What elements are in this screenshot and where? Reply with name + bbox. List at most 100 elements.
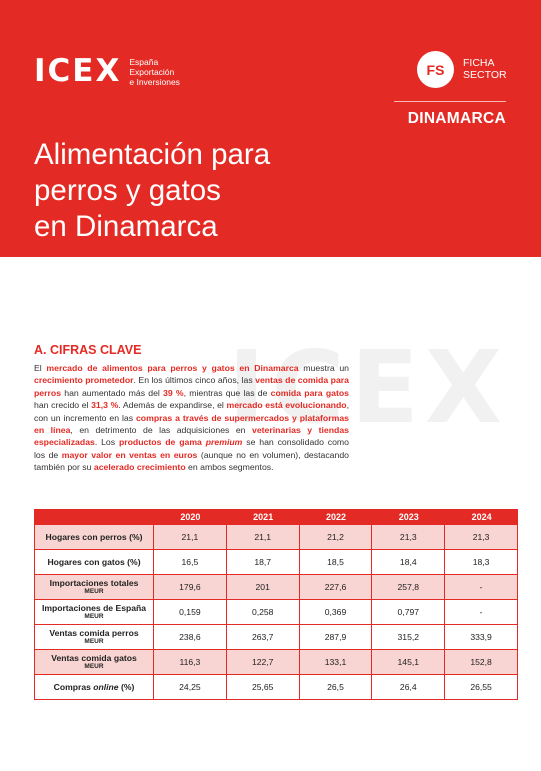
table-cell: 145,1: [372, 650, 446, 675]
table-cell: 25,65: [226, 675, 300, 700]
row-unit: MEUR: [84, 663, 104, 670]
logo-sub-line: e Inversiones: [129, 76, 180, 87]
table-cell: 21,3: [445, 525, 518, 550]
text-highlight: premium: [205, 437, 243, 448]
logo-wordmark: ICEX: [34, 53, 122, 89]
text-run: . Además de expandirse, el: [118, 400, 227, 411]
text-run: , con un incremento en las: [34, 400, 349, 423]
table-cell: 18,3: [445, 550, 518, 575]
year-header: 2020: [154, 509, 227, 525]
table-cell: -: [445, 575, 518, 600]
title-line: Alimentación para: [34, 138, 271, 171]
table-cell: 333,9: [445, 625, 518, 650]
table-cell: 0,258: [226, 600, 300, 625]
table-cell: 263,7: [226, 625, 300, 650]
key-figures-table: 2020 2021 2022 2023 2024 Hogares con per…: [34, 509, 518, 700]
text-run: , mientras que las de: [183, 387, 271, 398]
text-run: , en detrimento de las adquisiciones en: [70, 425, 252, 436]
text-highlight: 39 %: [163, 387, 184, 398]
table-cell: 0,369: [299, 600, 373, 625]
title-line: perros y gatos: [34, 174, 221, 207]
fs-badge-icon: FS: [417, 51, 454, 88]
table-cell: 21,1: [154, 525, 227, 550]
logo-subtitle: España Exportación e Inversiones: [129, 57, 180, 87]
row-label: Importaciones totales MEUR: [34, 575, 154, 600]
logo-sub-line: Exportación: [129, 66, 175, 77]
text-highlight: 31,3 %: [91, 400, 119, 411]
table-cell: 122,7: [226, 650, 300, 675]
table-cell: 0,159: [154, 600, 227, 625]
badge-label-line: FICHA: [463, 57, 495, 69]
table-row: Importaciones totales MEUR 179,6 201 227…: [34, 575, 518, 600]
title-line: en Dinamarca: [34, 210, 218, 243]
row-label-text: Ventas comida gatos: [51, 653, 137, 663]
table-row: Importaciones de España MEUR 0,159 0,258…: [34, 600, 518, 625]
row-unit: MEUR: [84, 638, 104, 645]
table-row: Hogares con perros (%) 21,1 21,1 21,2 21…: [34, 525, 518, 550]
table-cell: 179,6: [154, 575, 227, 600]
table-row: Ventas comida gatos MEUR 116,3 122,7 133…: [34, 650, 518, 675]
year-header: 2023: [372, 509, 446, 525]
table-cell: 26,5: [299, 675, 373, 700]
table-cell: -: [445, 600, 518, 625]
ficha-sector-label: FICHA SECTOR: [463, 57, 507, 81]
row-label: Hogares con perros (%): [34, 525, 154, 550]
text-highlight: ventas de comida para perros: [34, 375, 349, 398]
section-title: A. CIFRAS CLAVE: [34, 343, 142, 357]
row-label-text: (%): [118, 682, 135, 692]
table-row: Hogares con gatos (%) 16,5 18,7 18,5 18,…: [34, 550, 518, 575]
row-label-text: Importaciones totales: [49, 578, 139, 588]
table-cell: 315,2: [372, 625, 446, 650]
table-cell: 0,797: [372, 600, 446, 625]
table-cell: 18,4: [372, 550, 446, 575]
text-run: . En los últimos cinco años, las: [133, 375, 256, 386]
icex-watermark: ICEX: [228, 329, 509, 446]
row-label: Compras online (%): [34, 675, 154, 700]
text-highlight: crecimiento prometedor: [34, 375, 134, 386]
text-run: (aunque no en volumen), destacando tambi…: [34, 449, 349, 473]
text-run: . Los: [94, 437, 119, 448]
badge-label-line: SECTOR: [463, 69, 507, 81]
row-label-text: online: [93, 682, 119, 692]
text-highlight: comida para gatos: [270, 387, 349, 398]
row-label-text: Importaciones de España: [41, 603, 147, 613]
text-highlight: acelerado crecimiento: [93, 462, 186, 473]
page-title: Alimentación para perros y gatos en Dina…: [34, 137, 394, 245]
icex-logo[interactable]: ICEX España Exportación e Inversiones: [34, 56, 180, 87]
row-label: Ventas comida gatos MEUR: [34, 650, 154, 675]
table-cell: 287,9: [299, 625, 373, 650]
table-cell: 21,1: [226, 525, 300, 550]
header-banner: ICEX España Exportación e Inversiones FS…: [0, 0, 541, 257]
text-highlight: mercado está evolucionando: [226, 400, 347, 411]
text-highlight: productos de gama: [118, 437, 206, 448]
table-row: Ventas comida perros MEUR 238,6 263,7 28…: [34, 625, 518, 650]
table-cell: 26,4: [372, 675, 446, 700]
year-header: 2022: [299, 509, 373, 525]
text-run: se han consolidado como los de: [34, 437, 350, 460]
text-run: en ambos segmentos.: [185, 462, 274, 473]
row-label: Importaciones de España MEUR: [34, 600, 154, 625]
text-run: han crecido el: [34, 400, 92, 411]
text-highlight: compras a través de supermercados y plat…: [34, 412, 349, 436]
table-cell: 227,6: [299, 575, 373, 600]
table-cell: 18,7: [226, 550, 300, 575]
text-highlight: mercado de alimentos para perros y gatos…: [46, 363, 299, 373]
table-cell: 201: [226, 575, 300, 600]
table-cell: 133,1: [299, 650, 373, 675]
table-cell: 26,55: [445, 675, 518, 700]
year-header: 2024: [445, 509, 518, 525]
row-label: Ventas comida perros MEUR: [34, 625, 154, 650]
table-cell: 257,8: [372, 575, 446, 600]
header-divider: [394, 101, 506, 102]
row-label: Hogares con gatos (%): [34, 550, 154, 575]
text-run: muestra un: [298, 363, 350, 373]
table-cell: 116,3: [154, 650, 227, 675]
year-header: 2021: [226, 509, 300, 525]
text-run: han aumentado más del: [61, 387, 164, 398]
text-run: El: [34, 363, 47, 373]
table-cell: 21,2: [299, 525, 373, 550]
text-highlight: veterinarias y tiendas especializadas: [34, 425, 349, 448]
row-unit: MEUR: [84, 588, 104, 595]
intro-paragraph: El mercado de alimentos para perros y ga…: [34, 362, 349, 474]
table-header-row: 2020 2021 2022 2023 2024: [34, 509, 518, 525]
